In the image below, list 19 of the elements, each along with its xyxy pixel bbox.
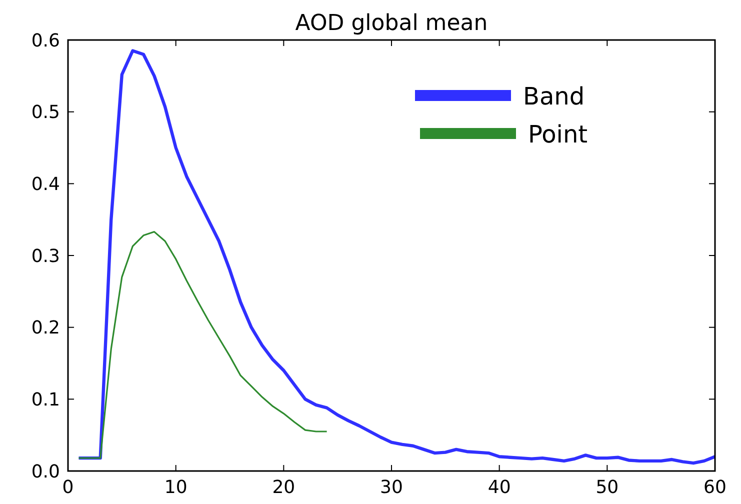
y-tick-label: 0.1	[31, 389, 60, 410]
legend-label: Point	[528, 120, 588, 148]
line-series	[78, 230, 328, 459]
x-tick-label: 50	[596, 477, 619, 498]
y-tick-label: 0.5	[31, 102, 60, 124]
y-tick-label: 0.3	[31, 246, 60, 267]
x-tick-label: 60	[704, 477, 726, 498]
x-tick-label: 10	[164, 477, 188, 498]
x-tick-label: 0	[62, 477, 74, 498]
y-tick-label: 0.4	[31, 174, 60, 195]
line-series	[77, 49, 717, 465]
x-tick-label: 30	[380, 477, 403, 498]
x-tick-label: 40	[488, 477, 511, 498]
y-tick-label: 0.0	[31, 461, 60, 482]
chart-title: AOD global mean	[295, 11, 488, 36]
x-tick-label: 20	[272, 477, 296, 498]
y-tick-label: 0.2	[31, 318, 60, 339]
legend-label: Band	[523, 82, 585, 110]
y-tick-label: 0.6	[31, 30, 60, 52]
